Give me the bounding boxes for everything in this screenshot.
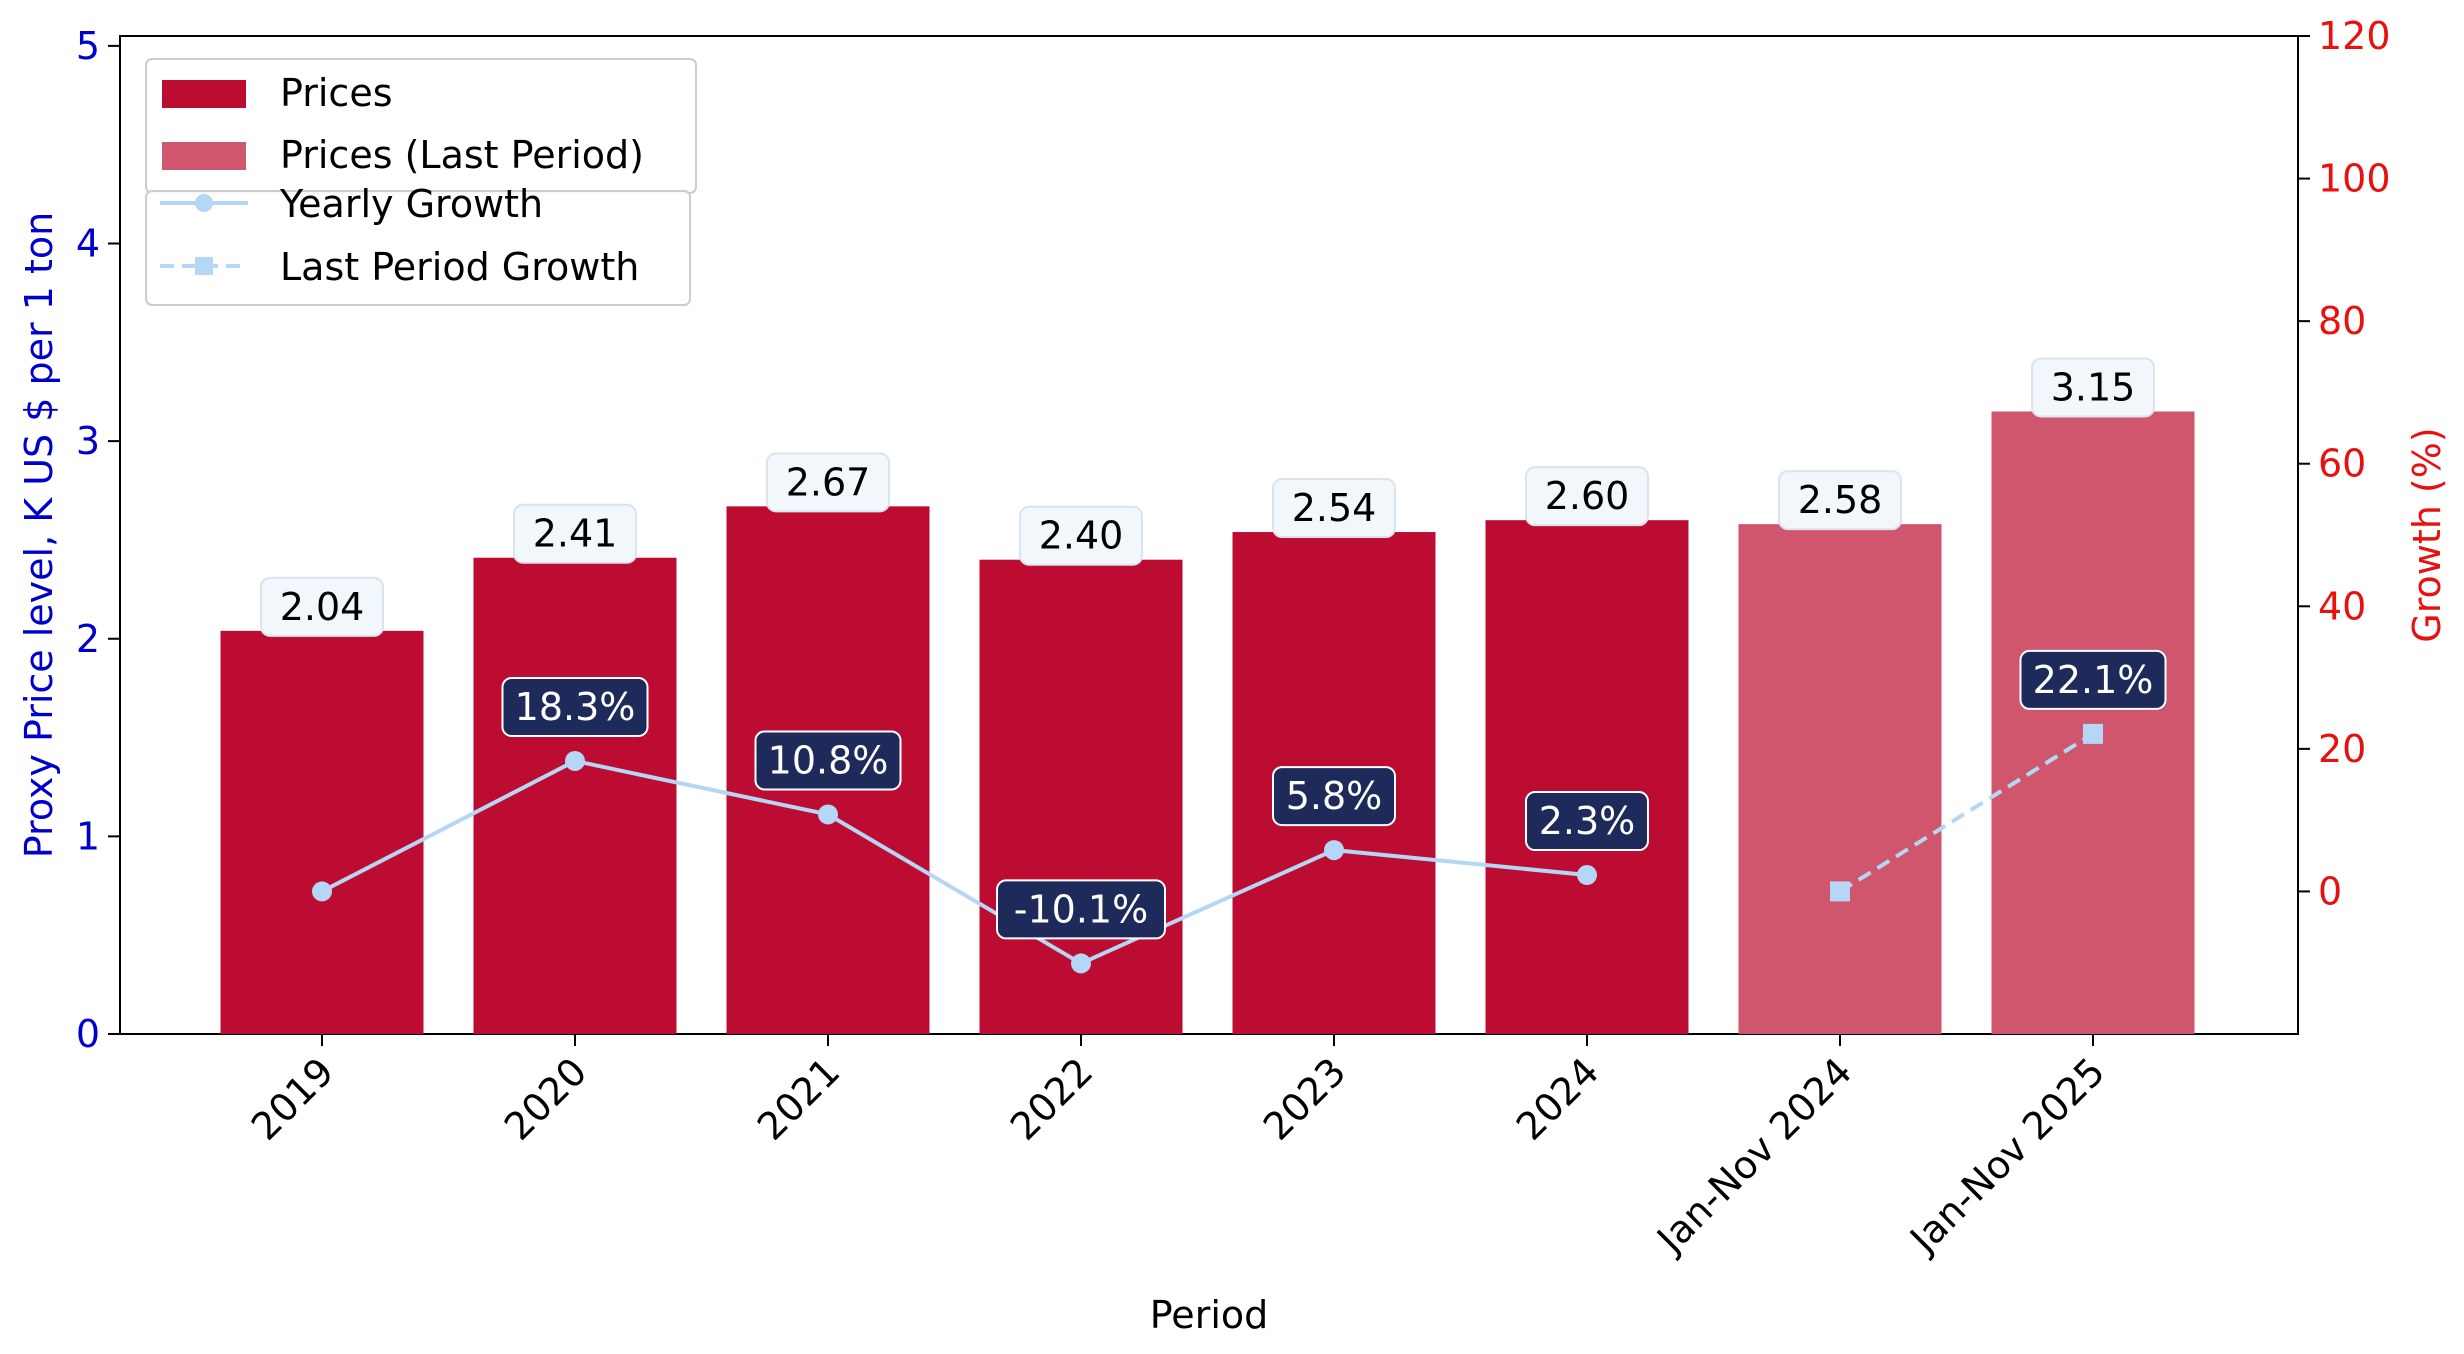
price-label-box <box>513 503 637 564</box>
line-last-period-growth <box>1838 732 2095 894</box>
left-axis-title: Proxy Price level, K US $ per 1 ton <box>17 212 61 858</box>
right-tick-label: 40 <box>2318 584 2366 628</box>
growth-label: 5.8% <box>1286 774 1383 818</box>
x-tick-label: 2021 <box>749 1049 849 1149</box>
bar-2024 <box>1485 520 1689 1034</box>
price-label: 2.60 <box>1545 474 1630 518</box>
right-tick-label: 60 <box>2318 442 2366 486</box>
x-tick-label: 2023 <box>1255 1049 1355 1149</box>
right-tick-label: 100 <box>2318 157 2391 201</box>
legend-growth-frame <box>145 190 691 306</box>
plot-frame <box>119 35 2299 1035</box>
price-label: 2.41 <box>533 512 618 556</box>
x-tick-label: Jan-Nov 2024 <box>1647 1049 1860 1262</box>
right-axis-title: Growth (%) <box>2405 427 2449 642</box>
legend-label-prices-last-period: Prices (Last Period) <box>280 133 644 177</box>
left-tick-label: 3 <box>76 419 100 463</box>
point-yearly-growth <box>565 750 585 771</box>
bar-jan-nov-2024 <box>1738 524 1942 1034</box>
right-tick-label: 120 <box>2318 14 2391 58</box>
legend-swatch-prices-last-period <box>162 142 246 170</box>
price-label-box <box>260 576 384 637</box>
growth-label: 10.8% <box>768 738 889 782</box>
lines-layer <box>312 723 2103 974</box>
point-last-period-growth <box>1830 881 1850 902</box>
price-label-box <box>1778 470 1902 531</box>
price-label: 3.15 <box>2051 365 2136 409</box>
growth-label: 22.1% <box>2033 658 2154 702</box>
legend-prices: Prices Prices (Last Period) <box>145 58 697 194</box>
legend-growth: Yearly Growth Last Period Growth <box>145 182 691 306</box>
price-label: 2.58 <box>1798 478 1883 522</box>
labels-layer: 2.04 2.41 2.67 2.40 2.54 2.60 2.58 3.15 18.3% 10.… <box>260 357 2167 940</box>
price-label-box <box>766 452 890 513</box>
price-label-box <box>1272 478 1396 539</box>
price-label-box <box>1525 466 1649 527</box>
left-tick-label: 2 <box>76 617 100 661</box>
price-label: 2.04 <box>280 585 365 629</box>
left-tick-label: 1 <box>76 814 100 858</box>
x-tick-label: 2022 <box>1002 1049 1102 1149</box>
line-yearly-growth <box>321 758 1588 966</box>
x-tick-label: Jan-Nov 2025 <box>1900 1049 2113 1262</box>
left-tick-label: 4 <box>76 222 100 266</box>
right-tick-label: 20 <box>2318 727 2366 771</box>
right-tick-label: 80 <box>2318 299 2366 343</box>
legend-label-prices: Prices <box>280 71 393 115</box>
price-label-box <box>1019 505 1143 566</box>
x-tick-label: 2024 <box>1508 1049 1608 1149</box>
growth-label-box <box>754 730 902 791</box>
point-last-period-growth <box>2083 723 2103 744</box>
price-label: 2.54 <box>1292 486 1377 530</box>
growth-label: -10.1% <box>1014 887 1148 931</box>
legend-label-yearly-growth: Yearly Growth <box>279 182 543 226</box>
left-tick-label: 0 <box>76 1012 100 1056</box>
legend-marker-yearly-growth <box>195 194 213 212</box>
point-yearly-growth <box>312 881 332 902</box>
price-label: 2.67 <box>786 460 871 504</box>
x-tick-label: 2019 <box>243 1049 343 1149</box>
point-yearly-growth <box>1577 865 1597 886</box>
legend-label-last-period-growth: Last Period Growth <box>280 245 639 289</box>
growth-label-box <box>996 879 1166 940</box>
x-axis-title: Period <box>1150 1293 1269 1337</box>
price-label: 2.40 <box>1039 514 1124 558</box>
legend-swatch-prices <box>162 80 246 108</box>
x-tick-label: 2020 <box>496 1049 596 1149</box>
growth-label-box <box>1525 791 1649 852</box>
growth-label-box <box>2019 649 2167 710</box>
point-yearly-growth <box>1324 840 1344 861</box>
bar-jan-nov-2025 <box>1991 411 2195 1035</box>
growth-label-box <box>1272 766 1396 827</box>
growth-label-box <box>501 676 649 737</box>
legend-marker-last-period-growth <box>195 257 213 275</box>
bar-2019 <box>220 630 424 1034</box>
growth-label: 18.3% <box>515 685 636 729</box>
bars-layer <box>220 411 2195 1035</box>
point-yearly-growth <box>1071 953 1091 974</box>
right-tick-label: 0 <box>2318 869 2342 913</box>
left-tick-label: 5 <box>76 24 100 68</box>
price-label-box <box>2031 357 2155 418</box>
point-yearly-growth <box>818 804 838 825</box>
growth-label: 2.3% <box>1539 799 1636 843</box>
